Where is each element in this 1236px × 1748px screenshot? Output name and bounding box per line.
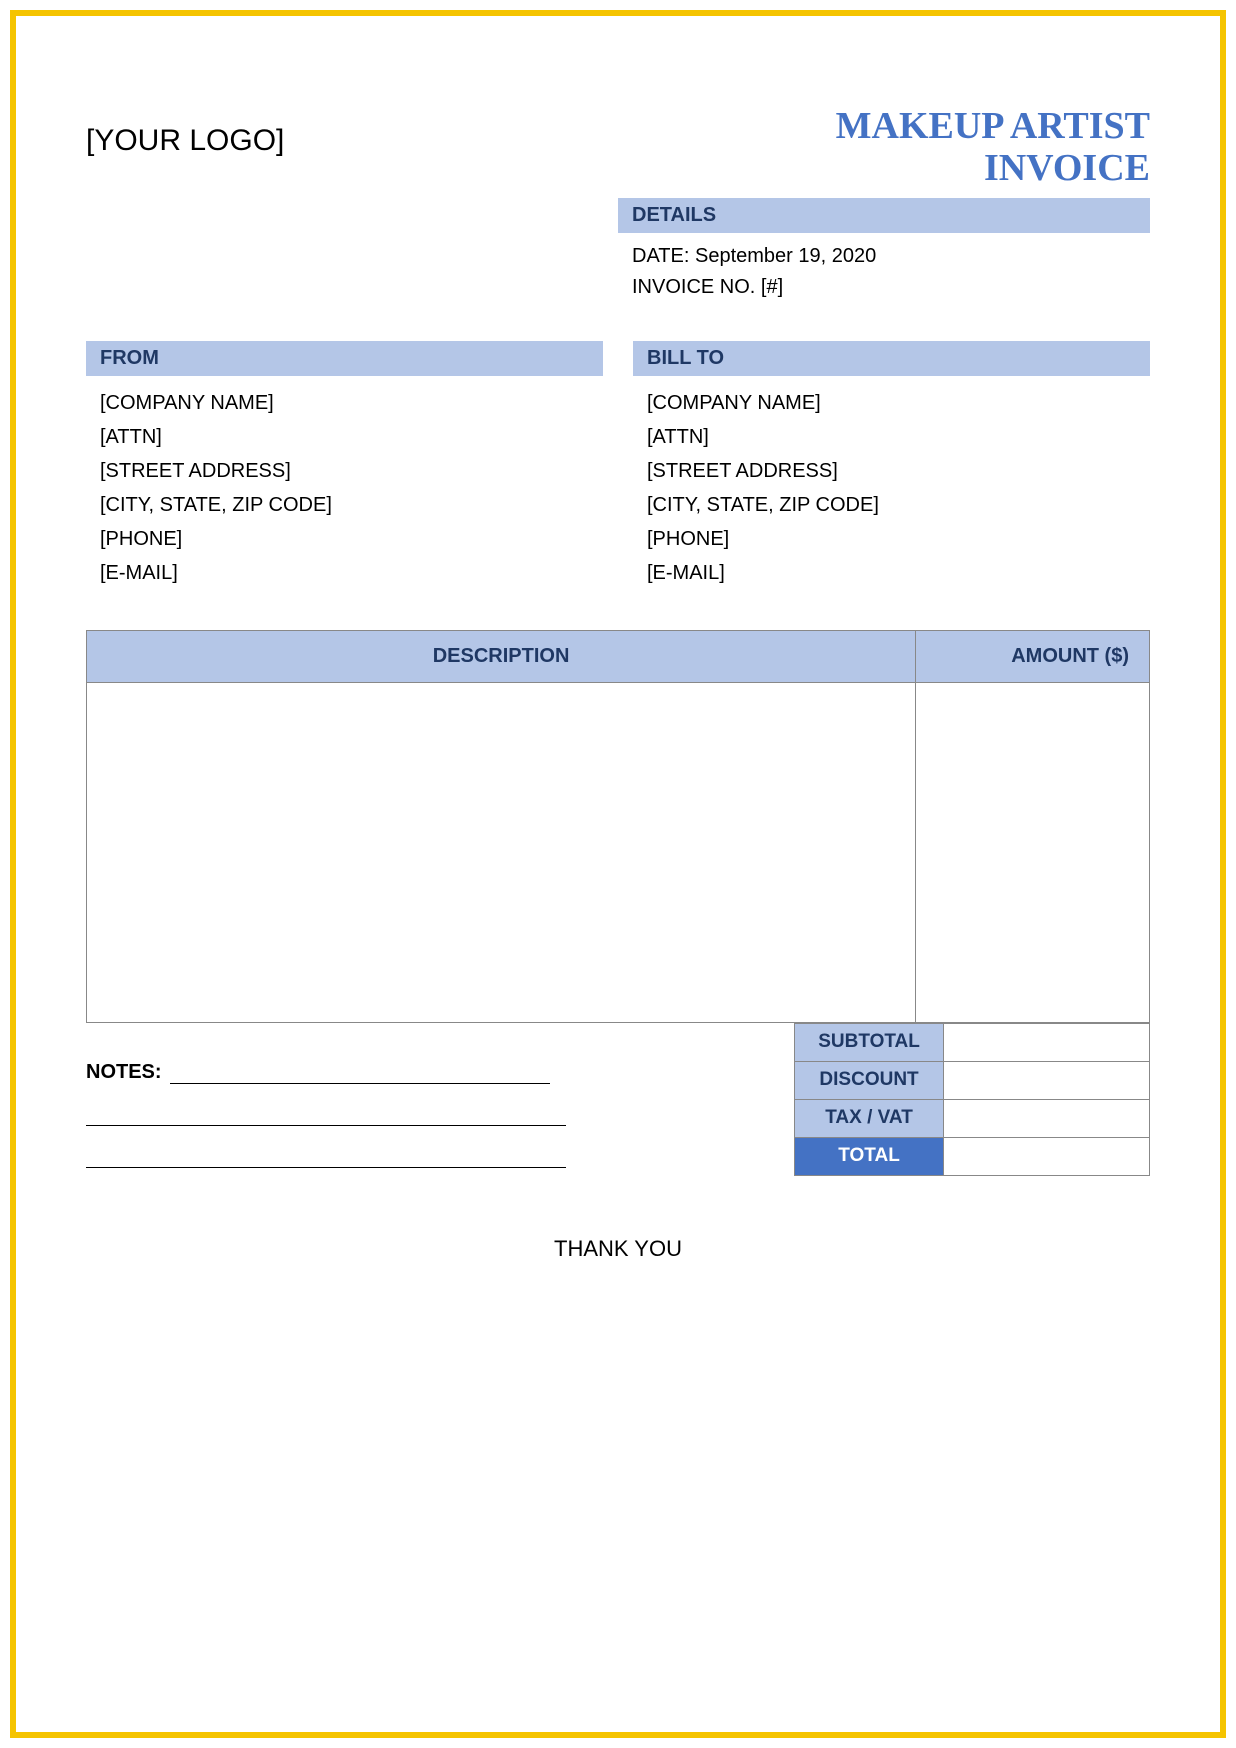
title-line-1: MAKEUP ARTIST — [836, 105, 1150, 147]
notes-line-1 — [170, 1064, 550, 1084]
bill-to-line: [CITY, STATE, ZIP CODE] — [647, 488, 1136, 522]
details-block: DETAILS DATE: September 19, 2020 INVOICE… — [618, 198, 1150, 311]
title-line-2: INVOICE — [984, 147, 1150, 189]
bottom-row: NOTES: SUBTOTAL DISCOUNT TAX / VAT — [86, 1023, 1150, 1176]
notes-label: NOTES: — [86, 1061, 162, 1083]
header-row: [YOUR LOGO] MAKEUP ARTIST INVOICE DETAIL… — [86, 106, 1150, 311]
tax-value — [944, 1099, 1150, 1137]
bill-to-line: [STREET ADDRESS] — [647, 454, 1136, 488]
totals-table: SUBTOTAL DISCOUNT TAX / VAT TOTAL — [794, 1023, 1150, 1176]
from-line: [CITY, STATE, ZIP CODE] — [100, 488, 589, 522]
col-description: DESCRIPTION — [87, 630, 916, 682]
invoice-no-label: INVOICE NO. — [632, 276, 755, 298]
from-line: [PHONE] — [100, 522, 589, 556]
desc-cell — [87, 682, 916, 1022]
amount-cell — [916, 682, 1150, 1022]
discount-label: DISCOUNT — [795, 1061, 944, 1099]
from-body: [COMPANY NAME] [ATTN] [STREET ADDRESS] [… — [86, 376, 603, 600]
from-line: [COMPANY NAME] — [100, 386, 589, 420]
details-date-row: DATE: September 19, 2020 — [632, 241, 1136, 272]
details-header: DETAILS — [618, 198, 1150, 233]
total-row: TOTAL — [795, 1137, 1150, 1175]
subtotal-row: SUBTOTAL — [795, 1023, 1150, 1061]
bill-to-body: [COMPANY NAME] [ATTN] [STREET ADDRESS] [… — [633, 376, 1150, 600]
notes-line-2 — [86, 1090, 566, 1126]
bill-to-line: [E-MAIL] — [647, 556, 1136, 590]
total-value — [944, 1137, 1150, 1175]
items-table: DESCRIPTION AMOUNT ($) — [86, 630, 1150, 1023]
details-invoice-row: INVOICE NO. [#] — [632, 272, 1136, 303]
from-header: FROM — [86, 341, 603, 376]
total-label: TOTAL — [795, 1137, 944, 1175]
invoice-no-value: [#] — [761, 276, 783, 298]
title-details-col: MAKEUP ARTIST INVOICE DETAILS DATE: Sept… — [618, 106, 1150, 311]
notes-line-3 — [86, 1132, 566, 1168]
notes-block: NOTES: — [86, 1023, 794, 1168]
from-line: [E-MAIL] — [100, 556, 589, 590]
bill-to-line: [PHONE] — [647, 522, 1136, 556]
logo-placeholder: [YOUR LOGO] — [86, 124, 284, 158]
tax-row: TAX / VAT — [795, 1099, 1150, 1137]
col-amount: AMOUNT ($) — [916, 630, 1150, 682]
subtotal-label: SUBTOTAL — [795, 1023, 944, 1061]
invoice-page: [YOUR LOGO] MAKEUP ARTIST INVOICE DETAIL… — [10, 10, 1226, 1738]
bill-to-block: BILL TO [COMPANY NAME] [ATTN] [STREET AD… — [633, 341, 1150, 600]
items-row — [87, 682, 1150, 1022]
bill-to-line: [ATTN] — [647, 420, 1136, 454]
date-value: September 19, 2020 — [695, 245, 876, 267]
discount-row: DISCOUNT — [795, 1061, 1150, 1099]
footer-thankyou: THANK YOU — [86, 1236, 1150, 1262]
from-line: [STREET ADDRESS] — [100, 454, 589, 488]
tax-label: TAX / VAT — [795, 1099, 944, 1137]
date-label: DATE: — [632, 245, 689, 267]
details-body: DATE: September 19, 2020 INVOICE NO. [#] — [618, 233, 1150, 311]
address-row: FROM [COMPANY NAME] [ATTN] [STREET ADDRE… — [86, 341, 1150, 600]
from-block: FROM [COMPANY NAME] [ATTN] [STREET ADDRE… — [86, 341, 603, 600]
subtotal-value — [944, 1023, 1150, 1061]
invoice-title: MAKEUP ARTIST INVOICE — [618, 106, 1150, 190]
totals-block: SUBTOTAL DISCOUNT TAX / VAT TOTAL — [794, 1023, 1150, 1176]
bill-to-line: [COMPANY NAME] — [647, 386, 1136, 420]
discount-value — [944, 1061, 1150, 1099]
bill-to-header: BILL TO — [633, 341, 1150, 376]
from-line: [ATTN] — [100, 420, 589, 454]
